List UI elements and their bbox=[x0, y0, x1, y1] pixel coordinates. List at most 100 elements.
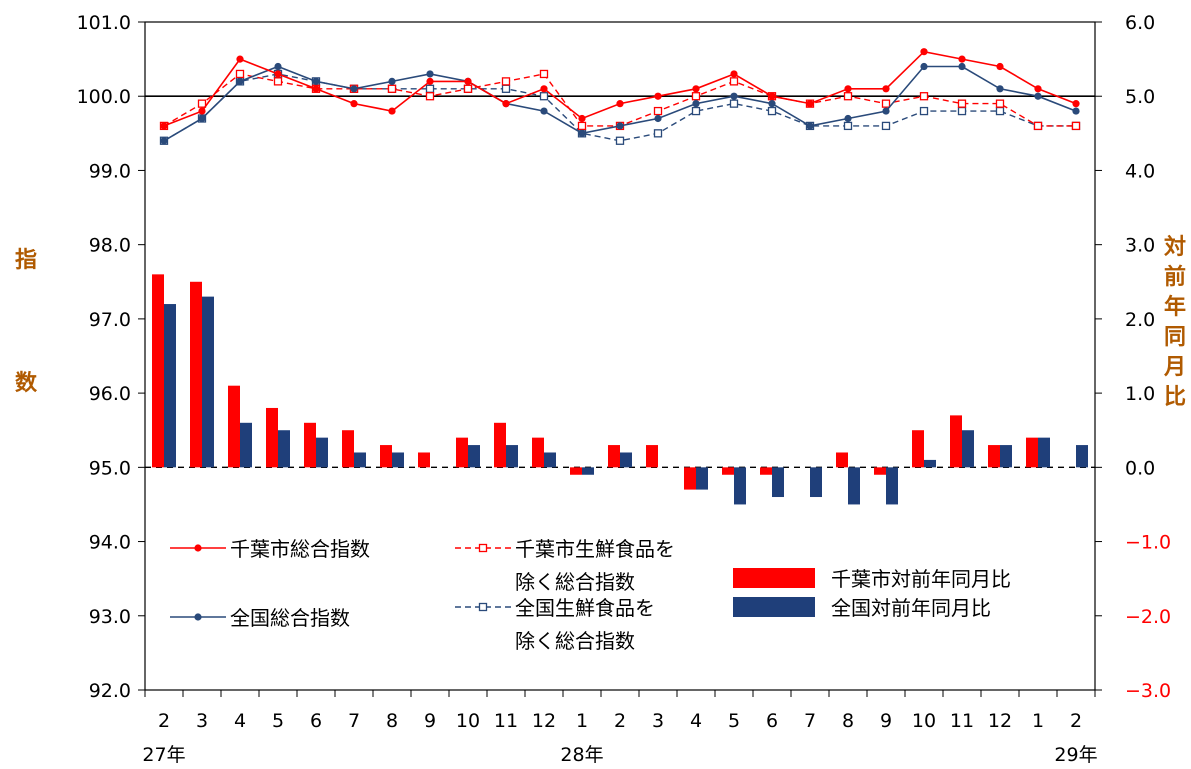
line-point bbox=[1071, 121, 1081, 131]
bar-chiba-yoy bbox=[684, 467, 696, 490]
x-tick-label: 11 bbox=[950, 710, 974, 732]
bar-chiba-yoy bbox=[874, 467, 886, 475]
x-tick-label: 7 bbox=[804, 710, 816, 732]
x-axis-year-labels: 27年 28年 29年 bbox=[142, 744, 1097, 766]
bar-chiba-yoy bbox=[1026, 437, 1038, 468]
line-point bbox=[616, 122, 624, 130]
bar-national-yoy bbox=[506, 445, 518, 468]
x-tick-label: 8 bbox=[386, 710, 398, 732]
line-point bbox=[464, 77, 472, 85]
right-axis-title-char: 年 bbox=[1164, 294, 1186, 320]
line-point bbox=[958, 62, 966, 71]
left-tick-label: 100.0 bbox=[77, 86, 131, 108]
line-point bbox=[881, 121, 891, 131]
line-point bbox=[615, 136, 625, 145]
line-point bbox=[350, 100, 358, 108]
right-axis-title-char: 比 bbox=[1164, 385, 1186, 410]
legend-label: 全国総合指数 bbox=[230, 606, 350, 630]
right-tick-label: 3.0 bbox=[1125, 235, 1155, 257]
right-axis-title-char: 同 bbox=[1164, 325, 1186, 350]
bar-national-yoy bbox=[316, 437, 328, 468]
line-point bbox=[198, 107, 206, 115]
right-axis-title-char: 月 bbox=[1163, 355, 1186, 380]
line-point bbox=[692, 85, 700, 93]
line-point bbox=[691, 92, 701, 101]
bar-national-yoy bbox=[1076, 445, 1088, 468]
line-point bbox=[235, 69, 245, 79]
left-tick-label: 93.0 bbox=[89, 606, 131, 628]
right-tick-label: −1.0 bbox=[1125, 532, 1171, 554]
x-tick-label: 3 bbox=[652, 710, 664, 732]
bar-national-yoy bbox=[240, 422, 252, 468]
line-point bbox=[653, 106, 663, 116]
line-point bbox=[312, 77, 320, 85]
left-axis-title: 指数 bbox=[15, 248, 38, 396]
line-chiba-index bbox=[163, 50, 1077, 127]
x-tick-label: 7 bbox=[348, 710, 360, 732]
x-tick-label: 10 bbox=[456, 710, 480, 732]
x-tick-label: 2 bbox=[1070, 710, 1082, 732]
x-tick-label: 11 bbox=[494, 710, 518, 732]
x-tick-label: 6 bbox=[310, 710, 322, 732]
line-point bbox=[388, 77, 396, 85]
bar-national-yoy bbox=[354, 452, 366, 468]
line-point bbox=[919, 92, 929, 101]
bar-national-yoy bbox=[962, 430, 974, 468]
line-point bbox=[502, 100, 510, 108]
bar-chiba-yoy bbox=[532, 437, 544, 468]
year-label: 27年 bbox=[142, 744, 185, 766]
line-point bbox=[463, 84, 473, 93]
bar-national-yoy bbox=[202, 296, 214, 468]
line-point bbox=[426, 77, 434, 85]
line-point bbox=[957, 106, 967, 116]
line-point bbox=[768, 92, 776, 100]
bar-chiba-yoy bbox=[646, 445, 658, 468]
bar-series bbox=[152, 274, 1088, 505]
bar-chiba-yoy bbox=[190, 281, 202, 468]
x-tick-label: 9 bbox=[880, 710, 892, 732]
line-national-core-index bbox=[163, 73, 1076, 142]
right-tick-label: 5.0 bbox=[1125, 86, 1155, 108]
right-tick-label: 4.0 bbox=[1125, 160, 1155, 182]
line-point bbox=[844, 85, 852, 93]
x-axis-month-ticks: 2 3 4 5 6 7 8 9 10 11 12 1 2 3 4 5 6 7 8 9 10 11 12 1 2 bbox=[144, 690, 1096, 732]
line-point bbox=[730, 70, 738, 78]
bar-chiba-yoy bbox=[608, 445, 620, 468]
bar-chiba-yoy bbox=[228, 385, 240, 468]
line-point bbox=[426, 70, 434, 78]
line-point bbox=[160, 122, 168, 130]
x-tick-label: 4 bbox=[234, 710, 246, 732]
bar-chiba-yoy bbox=[950, 415, 962, 468]
line-point bbox=[654, 114, 662, 123]
x-tick-label: 1 bbox=[1032, 710, 1044, 732]
bar-national-yoy bbox=[392, 452, 404, 468]
x-tick-label: 12 bbox=[532, 710, 556, 732]
line-chiba-core-index bbox=[163, 73, 1076, 127]
x-tick-label: 3 bbox=[196, 710, 208, 732]
legend-label: 除く総合指数 bbox=[515, 570, 635, 594]
x-tick-label: 12 bbox=[988, 710, 1012, 732]
bar-chiba-yoy bbox=[570, 467, 582, 475]
plot-frame bbox=[144, 21, 1096, 691]
line-point bbox=[1034, 92, 1042, 100]
line-point bbox=[274, 62, 282, 71]
line-point bbox=[236, 77, 244, 85]
line-point bbox=[540, 85, 548, 93]
bar-national-yoy bbox=[468, 445, 480, 468]
legend-label: 千葉市総合指数 bbox=[230, 537, 370, 561]
bar-national-yoy bbox=[544, 452, 556, 468]
line-point bbox=[920, 48, 928, 56]
bar-chiba-yoy bbox=[988, 445, 1000, 468]
bar-national-yoy bbox=[164, 304, 176, 468]
left-axis-ticks: 101.0 100.0 99.0 98.0 97.0 96.0 95.0 94.0 93.0 92… bbox=[77, 12, 145, 702]
line-point bbox=[729, 77, 739, 86]
line-point bbox=[387, 84, 397, 93]
bar-chiba-yoy bbox=[342, 430, 354, 468]
line-point bbox=[197, 99, 207, 108]
line-point bbox=[691, 106, 701, 116]
right-tick-label: 2.0 bbox=[1125, 309, 1155, 331]
line-point bbox=[236, 55, 244, 63]
line-point bbox=[654, 92, 662, 100]
line-point bbox=[312, 85, 320, 93]
line-point bbox=[501, 77, 511, 86]
